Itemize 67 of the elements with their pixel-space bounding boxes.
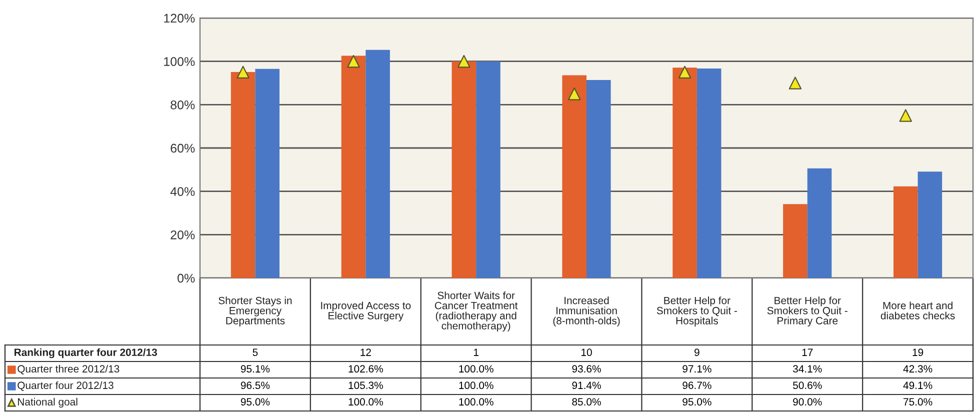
x-tick-label: Shorter Waits for Cancer Treatment (radiotherapy and chemotherapy) bbox=[434, 292, 518, 332]
point bbox=[788, 76, 802, 90]
y-tick-label: 60% bbox=[170, 144, 195, 153]
data-label: 95.0% bbox=[682, 398, 712, 406]
bar bbox=[562, 75, 586, 278]
bar bbox=[586, 80, 611, 278]
text: 1 bbox=[474, 348, 478, 356]
text: 19 bbox=[912, 348, 924, 356]
data-label: 34.1% bbox=[792, 365, 822, 373]
y-tick-label: 100% bbox=[164, 57, 195, 66]
legend-label: National goal bbox=[18, 398, 78, 408]
x-tick-label: Increased Immunisation (8-month-olds) bbox=[553, 296, 620, 326]
x-tick-label: Better Help for Smokers to Quit - Hospitals bbox=[656, 296, 737, 326]
point bbox=[678, 66, 692, 79]
data-label: 96.7% bbox=[682, 382, 712, 390]
data-label: 97.1% bbox=[682, 365, 712, 373]
text: 10 bbox=[582, 348, 592, 356]
text: Ranking quarter four 2012/13 bbox=[14, 348, 158, 358]
text: 12 bbox=[360, 348, 371, 356]
data-label: 100.0% bbox=[459, 398, 494, 406]
text: 17 bbox=[802, 348, 813, 356]
y-tick-label: 20% bbox=[170, 230, 195, 240]
y-tick-label: 80% bbox=[170, 100, 195, 110]
x-tick-label: More heart and diabetes checks bbox=[880, 302, 955, 320]
point bbox=[236, 66, 250, 79]
text: 9 bbox=[694, 348, 700, 356]
bar bbox=[783, 204, 808, 278]
data-label: 100.0% bbox=[459, 382, 494, 390]
bar bbox=[807, 168, 832, 278]
data-label: 90.0% bbox=[793, 398, 822, 406]
data-label: 91.4% bbox=[572, 382, 601, 390]
x-tick-label: Shorter Stays in Emergency Departments bbox=[218, 296, 292, 326]
data-label: 49.1% bbox=[903, 382, 932, 390]
data-label: 75.0% bbox=[904, 398, 932, 406]
point bbox=[568, 87, 581, 100]
data-label: 96.5% bbox=[240, 382, 270, 390]
bar bbox=[893, 186, 918, 278]
y-tick-label: 120% bbox=[164, 14, 195, 23]
x-tick-label: Improved Access to Elective Surgery bbox=[321, 302, 411, 322]
data-label: 95.1% bbox=[240, 365, 270, 373]
bar bbox=[255, 68, 280, 278]
data-label: 42.3% bbox=[903, 365, 932, 373]
bar bbox=[918, 172, 942, 278]
data-label: 85.0% bbox=[572, 398, 601, 406]
bar bbox=[366, 50, 390, 278]
y-tick-label: 40% bbox=[170, 187, 195, 196]
data-label: 100.0% bbox=[459, 365, 494, 373]
bar bbox=[341, 56, 366, 278]
bar bbox=[452, 61, 476, 278]
text: 5 bbox=[252, 348, 258, 356]
x-tick-label: Better Help for Smokers to Quit - Primary Care bbox=[767, 296, 848, 326]
y-tick-label: 0% bbox=[178, 274, 195, 283]
data-label: 50.6% bbox=[793, 382, 822, 390]
bar bbox=[230, 72, 256, 278]
bar bbox=[476, 61, 500, 278]
legend-label: Quarter four 2012/13 bbox=[18, 381, 114, 391]
legend-label: Quarter three 2012/13 bbox=[18, 364, 120, 374]
data-label: 105.3% bbox=[348, 382, 383, 390]
bar bbox=[696, 68, 722, 278]
data-label: 95.0% bbox=[240, 398, 270, 406]
data-label: 93.6% bbox=[572, 365, 601, 373]
bar bbox=[672, 68, 697, 278]
data-label: 100.0% bbox=[348, 398, 383, 406]
point bbox=[458, 54, 470, 68]
data-label: 102.6% bbox=[348, 365, 383, 373]
point bbox=[347, 54, 360, 68]
point bbox=[899, 109, 912, 122]
